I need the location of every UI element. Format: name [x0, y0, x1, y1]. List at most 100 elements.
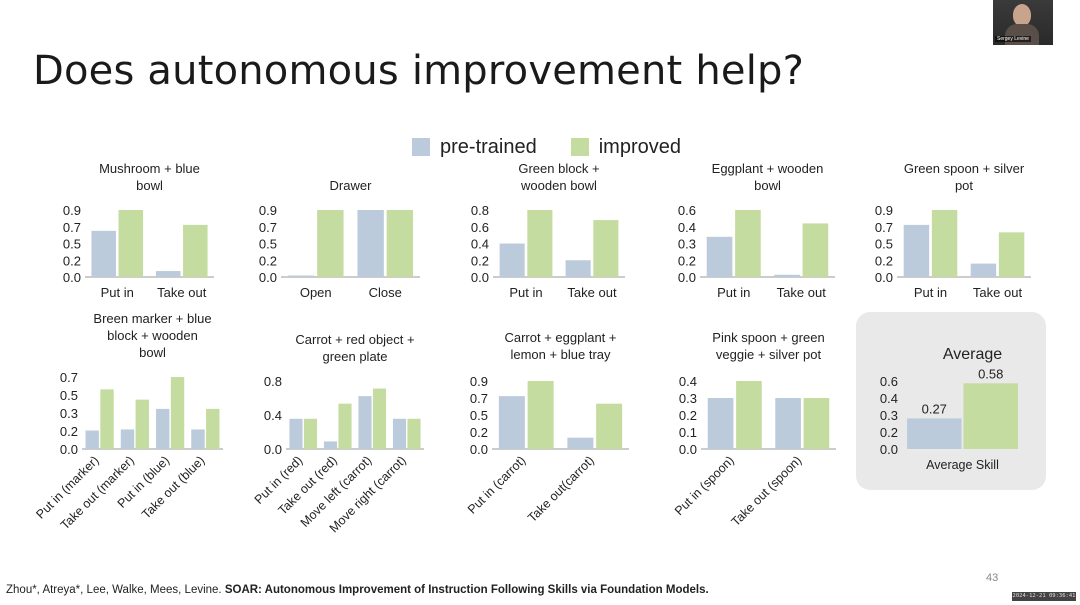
bar-improved: [338, 403, 352, 449]
bar-pretrained: [903, 224, 930, 277]
bar-pretrained: [499, 243, 525, 277]
presenter-name-label: Sergey Levine: [995, 36, 1031, 42]
bar-pretrained: [155, 271, 181, 277]
y-tick-label: 0.0: [60, 442, 78, 457]
x-tick-label: Put in (marker): [33, 453, 101, 521]
x-tick-label: Take out: [777, 285, 827, 300]
y-tick-label: 0.4: [880, 391, 898, 406]
bar-improved: [170, 377, 185, 449]
x-tick-label: Put in: [717, 285, 750, 300]
chart-title-line: bowl: [754, 178, 781, 193]
chart-title-line: Breen marker + blue: [93, 311, 211, 326]
chart-title-line: Green block +: [518, 161, 599, 176]
y-tick-label: 0.2: [880, 425, 898, 440]
bar-pretrained: [85, 430, 99, 449]
bar-improved: [303, 418, 318, 449]
legend-label-pretrained: pre-trained: [440, 135, 537, 158]
y-tick-label: 0.3: [679, 391, 697, 406]
bar-improved: [596, 403, 623, 449]
y-tick-label: 0.0: [678, 270, 696, 285]
x-tick-label: Take out: [157, 285, 207, 300]
chart-10: Average 0.0 0.2 0.3 0.4 0.6 0.27 0.58 Average Sk…: [880, 346, 1018, 472]
y-tick-label: 0.4: [678, 220, 696, 235]
legend-item-pretrained: pre-trained: [412, 136, 537, 159]
citation-authors: Zhou*, Atreya*, Lee, Walke, Mees, Levine…: [6, 584, 225, 596]
y-tick-label: 0.8: [264, 374, 282, 389]
y-tick-label: 0.2: [875, 253, 893, 268]
y-tick-label: 0.5: [875, 237, 893, 252]
bar-pretrained: [392, 418, 407, 449]
y-tick-label: 0.0: [880, 442, 898, 457]
bar-improved: [998, 232, 1025, 277]
y-tick-label: 0.2: [679, 408, 697, 423]
y-tick-label: 0.5: [470, 408, 488, 423]
y-tick-label: 0.2: [678, 253, 696, 268]
y-tick-label: 0.7: [875, 220, 893, 235]
chart-title-line: Drawer: [330, 178, 373, 193]
y-tick-label: 0.6: [471, 220, 489, 235]
bar-pretrained: [970, 263, 997, 277]
bar-improved: [527, 381, 554, 449]
y-tick-label: 0.2: [259, 253, 277, 268]
chart-9: Pink spoon + green veggie + silver pot 0.0…: [672, 330, 836, 529]
citation: Zhou*, Atreya*, Lee, Walke, Mees, Levine…: [6, 584, 709, 596]
bar-improved: [118, 210, 144, 277]
bar-pretrained: [156, 408, 170, 449]
chart-3: Green block + wooden bowl 0.0 0.20.4 0.6 0.8 P…: [471, 161, 625, 300]
y-tick-label: 0.2: [63, 253, 81, 268]
citation-title: SOAR: Autonomous Improvement of Instruct…: [224, 584, 709, 596]
chart-title-line: wooden bowl: [520, 178, 597, 193]
chart-5: Green spoon + silver pot 0.0 0.20.5 0.7 0.9 Pu…: [875, 161, 1031, 300]
y-tick-label: 0.0: [470, 442, 488, 457]
legend-swatch-pretrained: [412, 138, 430, 156]
bar-pretrained: [775, 398, 801, 449]
x-tick-label: Put in (carrot): [465, 453, 528, 516]
chart-title-line: Average: [943, 346, 1002, 363]
y-tick-label: 0.7: [470, 391, 488, 406]
chart-title-line: lemon + blue tray: [510, 347, 611, 362]
chart-title-line: block + wooden: [107, 328, 198, 343]
y-tick-label: 0.7: [63, 220, 81, 235]
bar-pretrained: [498, 396, 525, 449]
bar-improved: [931, 210, 958, 277]
x-tick-label: Put in (spoon): [672, 453, 737, 518]
chart-title-line: Eggplant + wooden: [712, 161, 824, 176]
bar-pretrained: [707, 398, 734, 449]
bar-pretrained: [120, 429, 135, 449]
y-tick-label: 0.5: [259, 237, 277, 252]
chart-1: Mushroom + blue bowl 0.0 0.20.5 0.7 0.9 Put in…: [63, 161, 214, 300]
y-tick-label: 0.4: [471, 237, 489, 252]
y-tick-label: 0.6: [880, 374, 898, 389]
y-tick-label: 0.0: [259, 270, 277, 285]
y-tick-label: 0.3: [880, 408, 898, 423]
bar-improved: [735, 210, 761, 277]
y-tick-label: 0.7: [259, 220, 277, 235]
bar-improved: [527, 210, 553, 277]
y-tick-label: 0.3: [60, 406, 78, 421]
chart-title-line: Mushroom + blue: [99, 161, 200, 176]
bar-improved: [183, 224, 208, 277]
bar-improved: [963, 383, 1018, 449]
y-tick-label: 0.4: [679, 374, 697, 389]
y-tick-label: 0.6: [678, 203, 696, 218]
bar-improved: [386, 210, 414, 277]
x-tick-label: Take out: [973, 285, 1023, 300]
data-label: 0.27: [922, 401, 947, 416]
y-tick-label: 0.0: [471, 270, 489, 285]
bar-pretrained: [358, 396, 372, 449]
y-tick-label: 0.2: [471, 253, 489, 268]
x-tick-label: Take out(carrot): [525, 453, 597, 525]
x-tick-label: Take out (blue): [139, 453, 207, 521]
x-tick-label: Close: [369, 285, 402, 300]
chart-6: Breen marker + blue block + wooden bowl 0.0…: [33, 311, 223, 532]
legend-label-improved: improved: [598, 135, 681, 158]
y-tick-label: 0.9: [470, 374, 488, 389]
bar-improved: [407, 418, 421, 449]
chart-8: Carrot + eggplant + lemon + blue tray 0.0 0…: [465, 330, 629, 525]
bar-improved: [135, 399, 149, 449]
y-tick-label: 0.9: [63, 203, 81, 218]
x-tick-label: Put in: [509, 285, 542, 300]
x-tick-label: Put in: [914, 285, 947, 300]
presenter-head-shape: [1013, 4, 1031, 26]
